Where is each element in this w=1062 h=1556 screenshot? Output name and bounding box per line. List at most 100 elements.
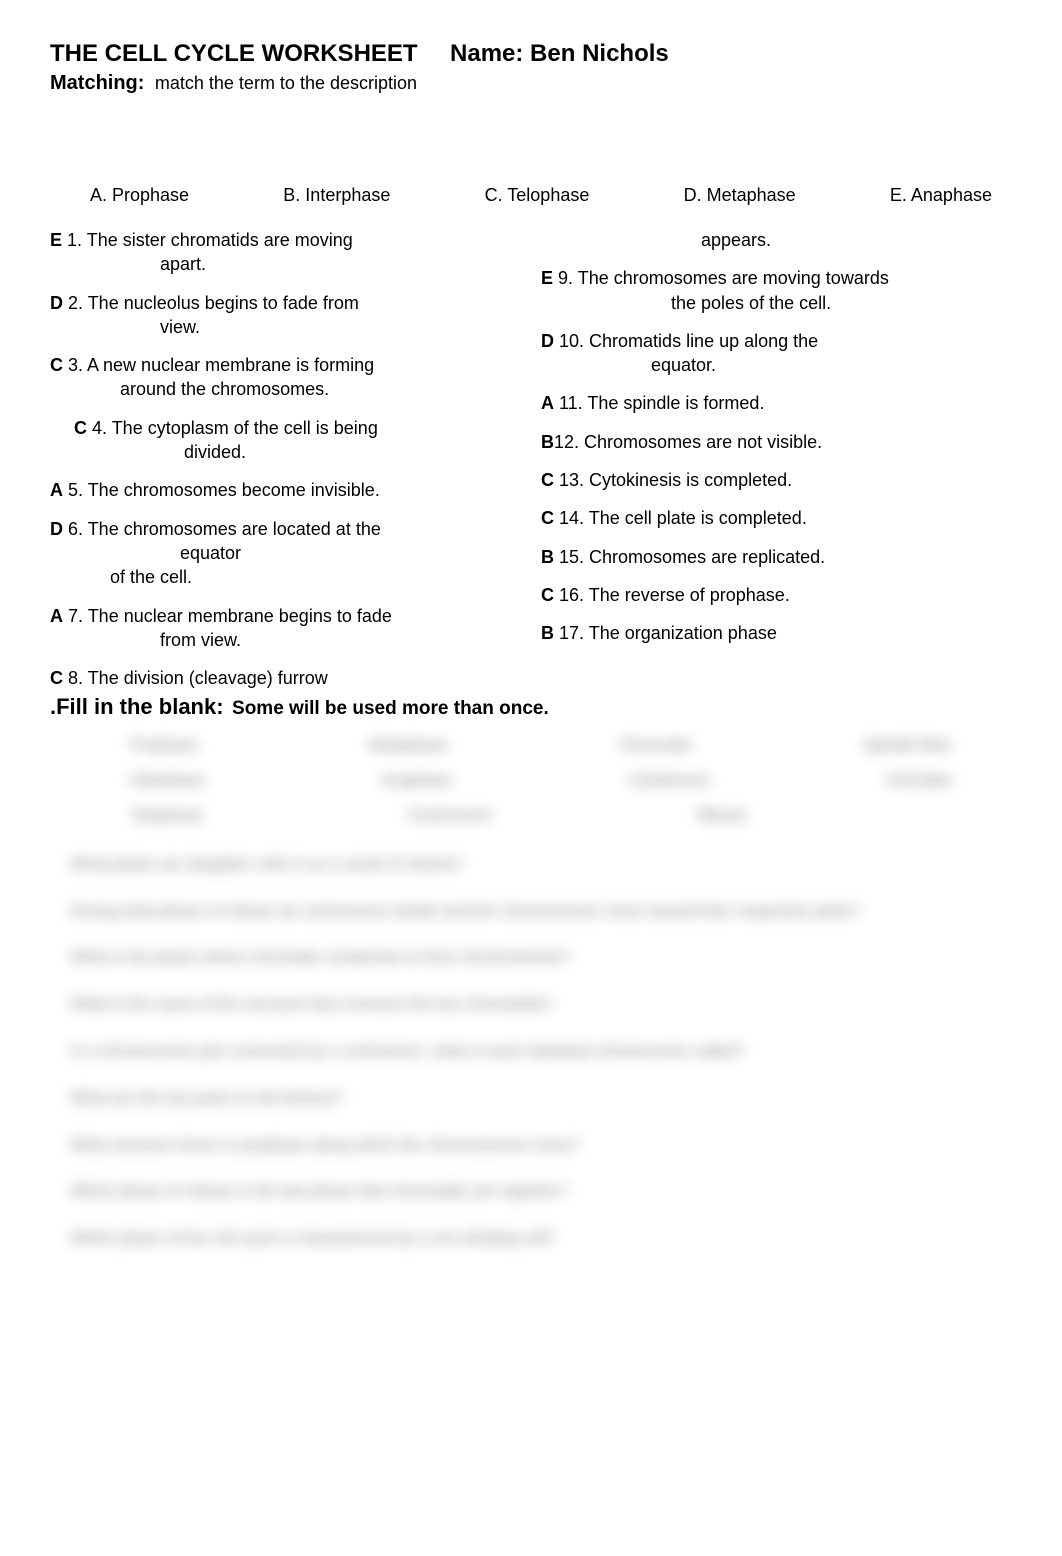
right-column: appears. E 9. The chromosomes are moving… [541,228,1012,692]
blur-question: In a chromosome pair connected by a cent… [50,1038,1012,1067]
answer-letter: C [541,585,554,605]
question-item: C 3. A new nuclear membrane is forming a… [50,353,521,402]
question-text: The organization phase [584,623,777,643]
option-b: B. Interphase [283,185,390,206]
question-item: E 1. The sister chromatids are moving ap… [50,228,521,277]
blur-option: Mitosis [697,802,747,831]
answer-letter: D [50,519,63,539]
question-continuation: from view. [50,628,521,652]
question-continuation: apart. [50,252,521,276]
blur-option: Spindle fiber [863,732,952,761]
question-number: 9. [553,268,573,288]
answer-letter: C [541,508,554,528]
question-number: 2. [63,293,83,313]
question-text: The cell plate is completed. [584,508,807,528]
question-number: 16. [554,585,584,605]
question-continuation: view. [50,315,521,339]
question-item: B 17. The organization phase [541,621,1012,645]
question-continuation: around the chromosomes. [50,377,521,401]
option-a: A. Prophase [90,185,189,206]
blur-option: Chromatin [619,732,693,761]
blur-option: Centromere [408,802,492,831]
blur-option: Prophase [130,732,199,761]
question-text: The sister chromatids are moving [82,230,353,250]
question-text: The cytoplasm of the cell is being [107,418,378,438]
answer-letter: B [541,432,554,452]
question-number: 7. [63,606,83,626]
question-number: 14. [554,508,584,528]
continuation-text: appears. [701,230,771,250]
question-number: 17. [554,623,584,643]
answer-letter: E [50,230,62,250]
question-text: Chromosomes are replicated. [584,547,825,567]
blur-question: What phase are daughter cells in as a re… [50,851,1012,880]
question-number: 13. [554,470,584,490]
question-number: 6. [63,519,83,539]
blur-question: What structure forms in prophase along w… [50,1132,1012,1161]
answer-letter: C [50,355,63,375]
question-item: B12. Chromosomes are not visible. [541,430,1012,454]
question-item: B 15. Chromosomes are replicated. [541,545,1012,569]
question-text: The nuclear membrane begins to fade [83,606,392,626]
question-text: A new nuclear membrane is forming [83,355,374,375]
question-number: 8. [63,668,83,688]
blurred-content: Prophase Metaphase Chromatin Spindle fib… [50,732,1012,1254]
question-item: E 9. The chromosomes are moving towards … [541,266,1012,315]
question-text: Chromosomes are not visible. [579,432,822,452]
question-text: The chromosomes are located at the [83,519,381,539]
answer-letter: A [541,393,554,413]
blur-option: Cell plate [885,767,952,796]
student-name: Name: Ben Nichols [450,40,669,67]
blur-question: During what phase of mitosis do centrome… [50,898,1012,927]
blur-option: Metaphase [369,732,448,761]
question-text: The division (cleavage) furrow [83,668,328,688]
question-text: The spindle is formed. [583,393,765,413]
question-item: A 7. The nuclear membrane begins to fade… [50,604,521,653]
answer-letter: D [541,331,554,351]
question-item: C 14. The cell plate is completed. [541,506,1012,530]
left-column: E 1. The sister chromatids are moving ap… [50,228,521,692]
question-continuation: equator. [541,353,1012,377]
question-continuation: of the cell. [50,565,521,589]
answer-letter: C [541,470,554,490]
question-item: D 6. The chromosomes are located at the … [50,517,521,590]
question-number: 4. [87,418,107,438]
blur-option: Telophase [130,802,203,831]
blur-option: Cytokinesis [628,767,710,796]
question-item: D 2. The nucleolus begins to fade from v… [50,291,521,340]
answer-letter: A [50,606,63,626]
answer-options-row: A. Prophase B. Interphase C. Telophase D… [50,185,1012,206]
matching-description: match the term to the description [155,73,417,93]
question-item: A 11. The spindle is formed. [541,391,1012,415]
blur-option: Interphase [130,767,206,796]
blur-question: What is the name of the structure that c… [50,991,1012,1020]
question-text: Cytokinesis is completed. [584,470,792,490]
blur-question: Which phase of mitosis is the last phase… [50,1178,1012,1207]
question-number: 10. [554,331,584,351]
worksheet-title: THE CELL CYCLE WORKSHEET [50,40,418,67]
option-e: E. Anaphase [890,185,992,206]
answer-letter: B [541,547,554,567]
option-c: C. Telophase [485,185,590,206]
blur-option: Anaphase [381,767,453,796]
question-number: 3. [63,355,83,375]
question-continuation: appears. [541,228,1012,252]
question-item: C 16. The reverse of prophase. [541,583,1012,607]
question-number: 5. [63,480,83,500]
question-number: 12. [554,432,579,452]
matching-label: Matching: [50,72,144,94]
answer-letter: D [50,293,63,313]
blur-question: Which phase of the cell cycle is charact… [50,1225,1012,1254]
answer-letter: C [50,668,63,688]
question-item: D 10. Chromatids line up along the equat… [541,329,1012,378]
question-item: C 8. The division (cleavage) furrow [50,666,521,690]
question-text: Chromatids line up along the [584,331,818,351]
answer-letter: C [74,418,87,438]
question-item: A 5. The chromosomes become invisible. [50,478,521,502]
blur-question: What are the two parts of cell division? [50,1085,1012,1114]
answer-letter: B [541,623,554,643]
fill-blank-description: Some will be used more than once. [232,698,549,719]
answer-letter: E [541,268,553,288]
question-number: 15. [554,547,584,567]
question-continuation: equator [50,541,521,565]
